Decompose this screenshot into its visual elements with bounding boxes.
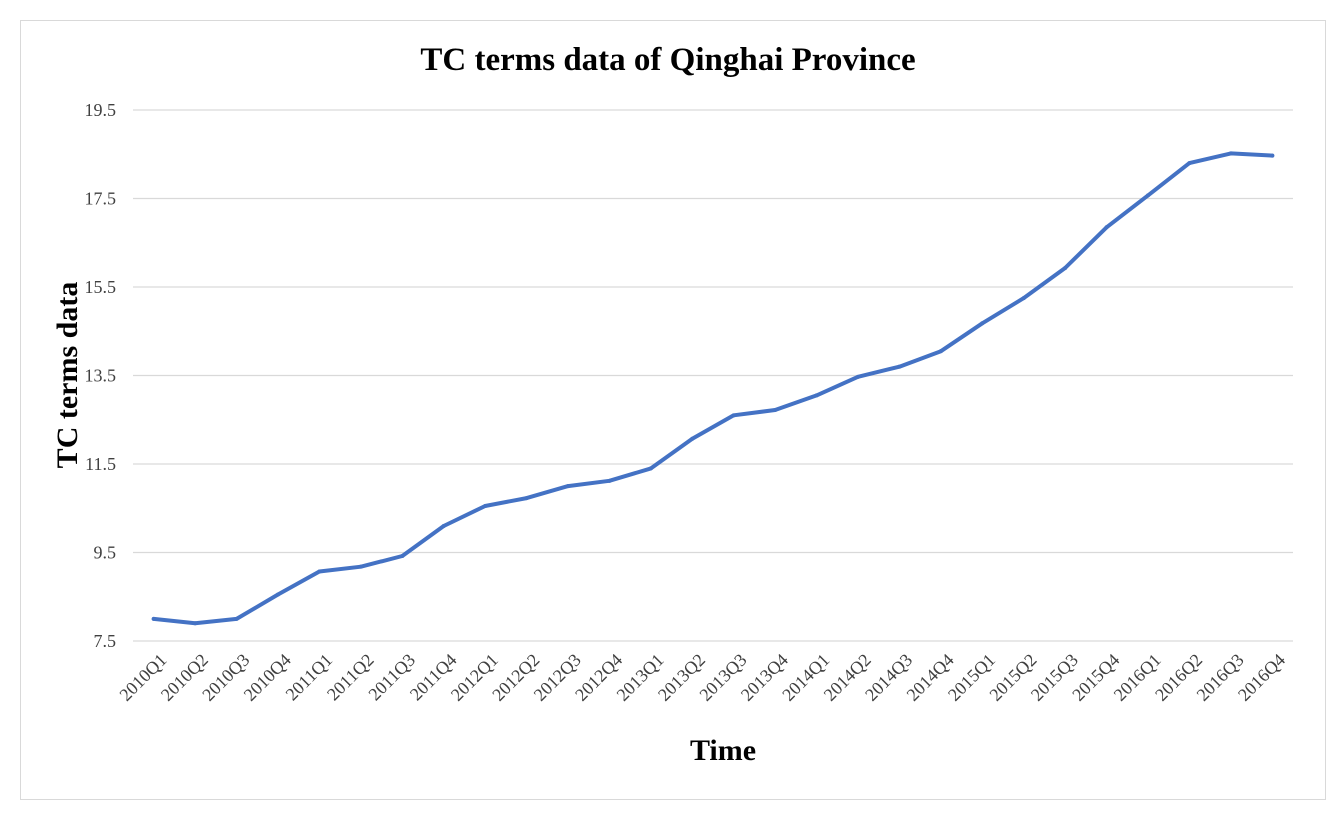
gridlines xyxy=(133,109,1293,642)
data-point xyxy=(607,478,612,483)
y-tick-label: 19.5 xyxy=(85,100,117,120)
data-point xyxy=(1187,161,1192,166)
y-tick-label: 15.5 xyxy=(85,277,117,297)
data-point xyxy=(566,484,570,489)
x-tick-labels: 2010Q12010Q22010Q32010Q42011Q12011Q22011… xyxy=(115,650,1289,705)
data-point xyxy=(317,569,322,574)
data-point xyxy=(483,504,488,509)
data-point xyxy=(690,436,695,441)
data-point xyxy=(1063,265,1068,270)
chart-frame xyxy=(20,20,1326,800)
data-point xyxy=(193,621,198,626)
data-point xyxy=(856,374,860,379)
data-point xyxy=(980,321,985,326)
chart-title: TC terms data of Qinghai Province xyxy=(420,42,915,78)
data-point xyxy=(1228,151,1233,156)
data-point xyxy=(1104,225,1109,230)
x-tick-label: 2016Q4 xyxy=(1234,650,1289,705)
data-point xyxy=(1146,193,1150,198)
data-point xyxy=(276,592,280,597)
data-point xyxy=(814,393,819,398)
data-point xyxy=(1021,296,1026,301)
y-tick-label: 11.5 xyxy=(85,454,116,474)
data-point xyxy=(773,408,778,413)
data-point xyxy=(648,466,653,471)
y-axis-title: TC terms data xyxy=(51,282,84,469)
y-tick-label: 17.5 xyxy=(85,189,117,209)
data-point xyxy=(524,496,529,501)
y-tick-labels: 7.5 9.5 11.5 13.5 15.5 17.5 19.5 xyxy=(85,100,117,651)
series-layer xyxy=(151,151,1275,626)
data-point xyxy=(400,554,405,559)
data-point xyxy=(441,523,446,528)
data-point xyxy=(897,364,902,369)
data-point xyxy=(358,564,363,569)
data-point xyxy=(234,616,239,621)
series-line-0 xyxy=(151,151,1275,626)
y-tick-label: 13.5 xyxy=(85,366,117,386)
data-point xyxy=(731,413,736,418)
x-axis-title: Time xyxy=(690,734,756,767)
y-tick-label: 9.5 xyxy=(94,543,117,563)
data-point xyxy=(151,616,156,621)
data-point xyxy=(938,349,943,354)
data-point xyxy=(1270,153,1275,158)
y-tick-label: 7.5 xyxy=(94,631,117,651)
